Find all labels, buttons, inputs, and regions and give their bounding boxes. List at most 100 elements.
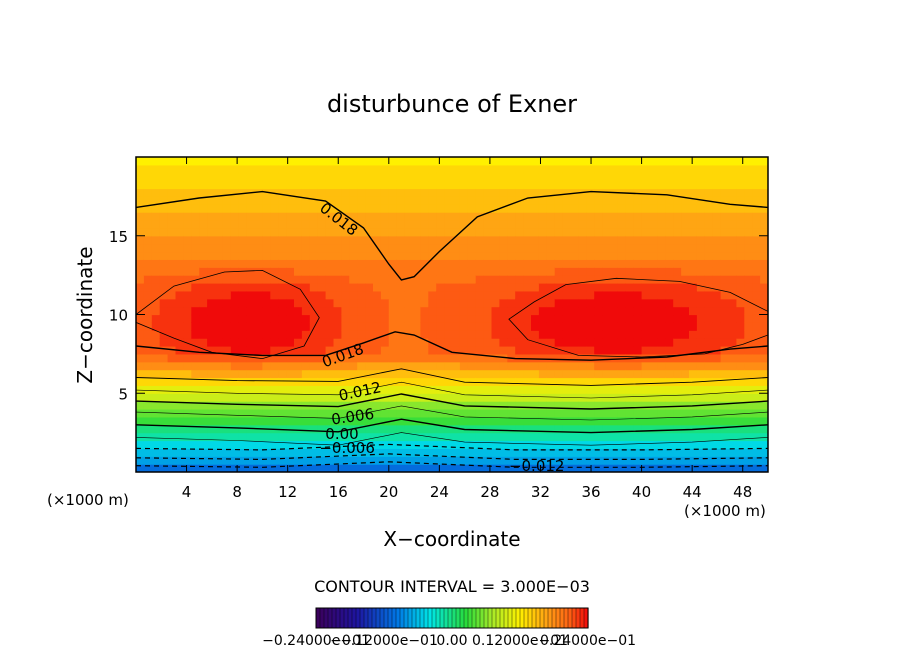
contour-band-cell: [491, 409, 500, 418]
contour-band-cell: [222, 338, 232, 347]
colorbar-swatch: [383, 607, 389, 629]
contour-band-cell: [491, 220, 500, 229]
colorbar-swatch: [363, 607, 369, 629]
contour-band-cell: [159, 283, 169, 292]
colorbar-swatch: [467, 607, 473, 629]
contour-band-cell: [278, 456, 287, 465]
contour-band-cell: [728, 322, 737, 331]
colorbar-label: −0.12000e−01: [330, 633, 438, 649]
contour-band-cell: [578, 235, 587, 245]
contour-band-cell: [254, 204, 263, 213]
contour-band-cell: [720, 172, 730, 182]
contour-band-cell: [349, 346, 358, 355]
contour-band-cell: [238, 164, 248, 174]
contour-band-cell: [570, 204, 579, 213]
contour-band-cell: [578, 172, 587, 182]
contour-band-cell: [483, 306, 493, 316]
contour-band-cell: [704, 188, 714, 197]
contour-band-cell: [428, 196, 437, 205]
contour-band-cell: [262, 267, 271, 276]
contour-band-cell: [499, 385, 508, 394]
contour-band-cell: [207, 456, 216, 465]
contour-band-cell: [215, 416, 224, 426]
contour-band-cell: [602, 353, 611, 363]
contour-band-cell: [452, 157, 461, 166]
contour-band-cell: [681, 283, 690, 292]
contour-band-cell: [760, 306, 768, 316]
contour-band-cell: [246, 377, 256, 386]
contour-band-cell: [436, 424, 445, 434]
contour-band-cell: [365, 393, 374, 402]
contour-band-cell: [349, 188, 358, 197]
contour-band-cell: [238, 283, 248, 292]
contour-band-cell: [657, 251, 666, 260]
contour-band-cell: [278, 283, 287, 292]
contour-band-cell: [159, 251, 169, 260]
contour-band-cell: [744, 220, 753, 229]
contour-band-cell: [531, 235, 540, 245]
contour-band-cell: [641, 361, 651, 371]
contour-band-cell: [199, 220, 208, 229]
contour-band-cell: [452, 322, 461, 331]
contour-band-cell: [483, 157, 493, 166]
contour-band-cell: [151, 416, 161, 426]
contour-band-cell: [365, 220, 374, 229]
contour-band-cell: [531, 322, 540, 331]
contour-band-cell: [507, 267, 516, 276]
contour-band-cell: [341, 235, 350, 245]
contour-band-cell: [357, 180, 366, 190]
contour-band-cell: [238, 464, 248, 472]
contour-band-cell: [625, 243, 635, 253]
contour-band-cell: [380, 385, 390, 394]
contour-band-cell: [483, 424, 493, 434]
contour-band-cell: [270, 322, 279, 331]
contour-band-cell: [341, 220, 350, 229]
contour-band-cell: [349, 275, 358, 284]
contour-band-cell: [452, 259, 461, 268]
contour-band-cell: [546, 275, 556, 284]
contour-band-cell: [704, 275, 714, 284]
contour-band-cell: [570, 416, 579, 426]
contour-band-cell: [720, 220, 730, 229]
contour-band-cell: [159, 212, 169, 221]
contour-band-cell: [167, 440, 177, 449]
contour-band-cell: [570, 259, 579, 268]
contour-band-cell: [309, 243, 319, 253]
contour-band-cell: [594, 243, 603, 253]
contour-band-cell: [681, 448, 690, 457]
contour-band-cell: [736, 290, 745, 300]
contour-band-cell: [222, 346, 232, 355]
contour-band-cell: [610, 164, 619, 174]
contour-band-cell: [175, 385, 184, 394]
contour-band-cell: [396, 448, 406, 457]
contour-band-cell: [744, 227, 753, 237]
contour-band-cell: [436, 353, 445, 363]
contour-band-cell: [167, 188, 177, 197]
contour-band-cell: [388, 212, 398, 221]
contour-band-cell: [531, 432, 540, 442]
contour-band-cell: [712, 377, 722, 386]
contour-band-cell: [341, 227, 350, 237]
contour-band-cell: [728, 314, 737, 323]
contour-band-cell: [499, 416, 508, 426]
contour-band-cell: [222, 361, 232, 371]
contour-band-cell: [262, 172, 271, 182]
contour-band-cell: [183, 251, 192, 260]
contour-band-cell: [475, 188, 485, 197]
contour-band-cell: [183, 385, 192, 394]
contour-band-cell: [578, 353, 587, 363]
contour-line: [136, 190, 768, 281]
contour-band-cell: [357, 196, 366, 205]
contour-band-cell: [428, 164, 437, 174]
contour-band-cell: [167, 157, 177, 166]
contour-band-cell: [610, 353, 619, 363]
contour-band-cell: [531, 164, 540, 174]
contour-band-cell: [136, 275, 145, 284]
contour-band-cell: [507, 416, 516, 426]
contour-band-cell: [230, 306, 240, 316]
contour-band-cell: [712, 353, 722, 363]
contour-band-cell: [357, 424, 366, 434]
contour-band-cell: [673, 243, 682, 253]
contour-band-cell: [452, 377, 461, 386]
contour-band-cell: [199, 298, 208, 308]
